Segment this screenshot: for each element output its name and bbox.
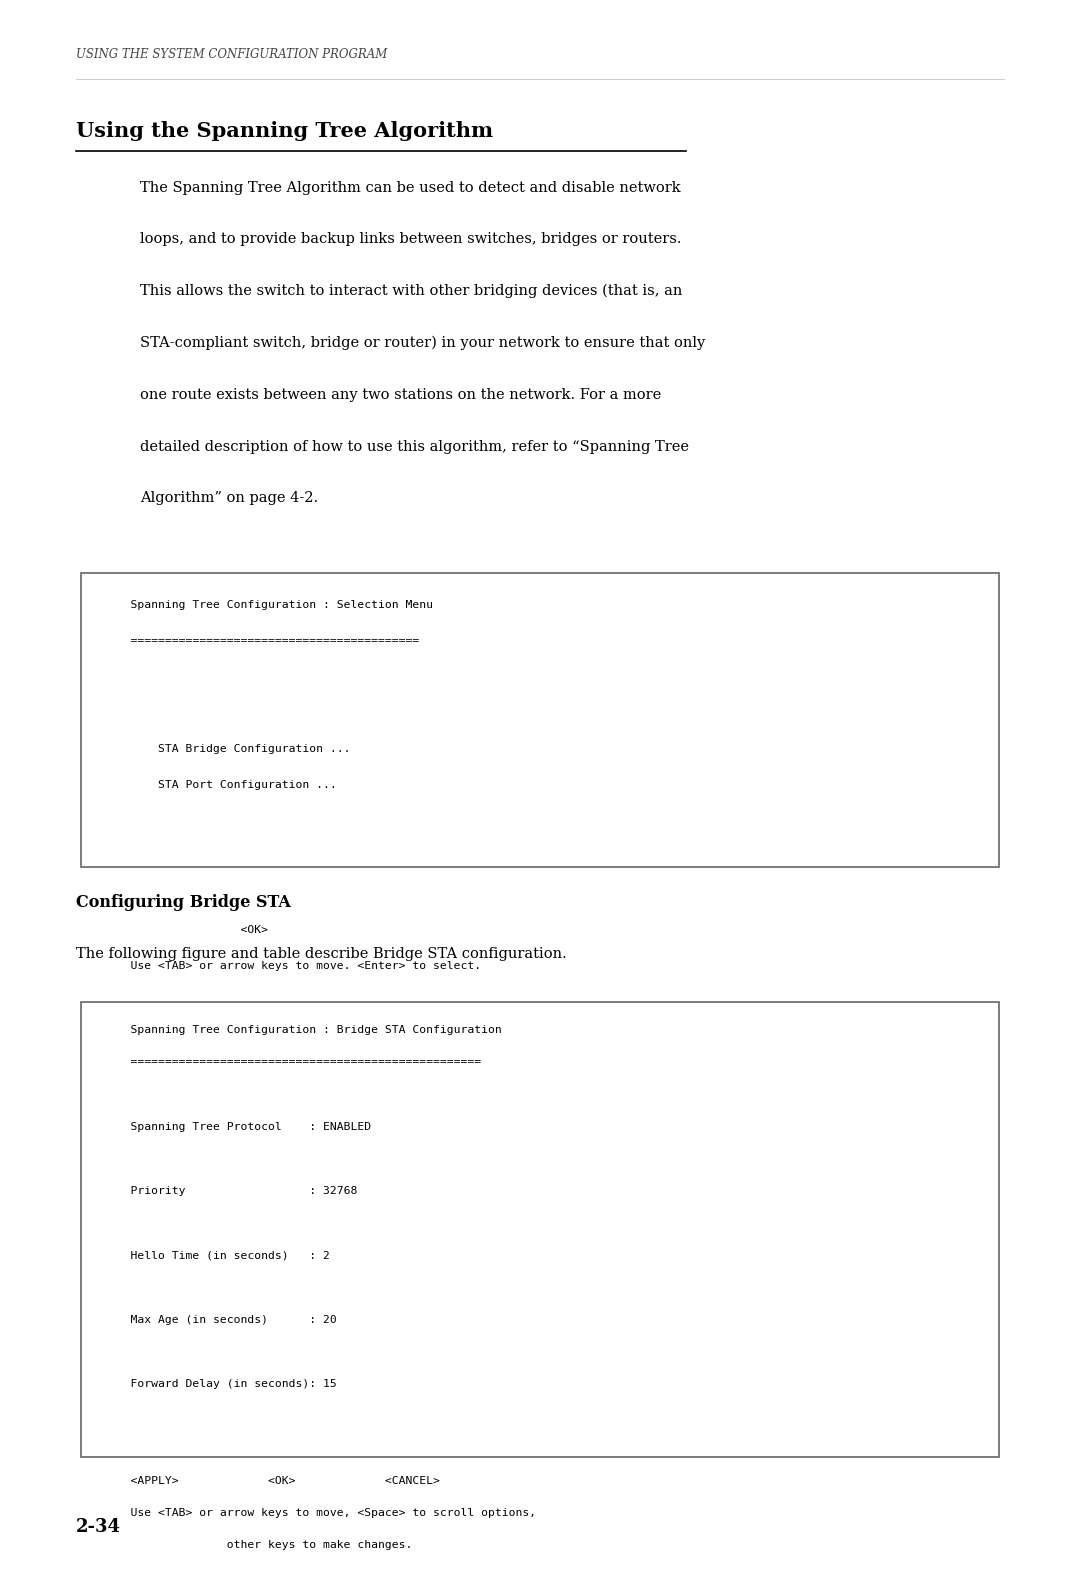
Text: USING THE SYSTEM CONFIGURATION PROGRAM: USING THE SYSTEM CONFIGURATION PROGRAM: [76, 49, 387, 61]
Text: Spanning Tree Protocol    : ENABLED: Spanning Tree Protocol : ENABLED: [103, 1121, 370, 1132]
Text: Priority                  : 32768: Priority : 32768: [103, 1185, 357, 1196]
Text: ==========================================: ========================================…: [103, 636, 419, 645]
Text: <APPLY>             <OK>             <CANCEL>: <APPLY> <OK> <CANCEL>: [103, 1476, 440, 1485]
Text: Hello Time (in seconds)   : 2: Hello Time (in seconds) : 2: [103, 1250, 329, 1261]
Text: STA-compliant switch, bridge or router) in your network to ensure that only: STA-compliant switch, bridge or router) …: [140, 336, 705, 350]
Text: Spanning Tree Configuration : Bridge STA Configuration: Spanning Tree Configuration : Bridge STA…: [103, 1025, 501, 1035]
FancyBboxPatch shape: [81, 1002, 999, 1457]
Text: STA Bridge Configuration ...: STA Bridge Configuration ...: [103, 744, 350, 754]
Text: detailed description of how to use this algorithm, refer to “Spanning Tree: detailed description of how to use this …: [140, 440, 689, 454]
FancyBboxPatch shape: [81, 573, 999, 867]
Text: Max Age (in seconds)      : 20: Max Age (in seconds) : 20: [103, 1314, 336, 1325]
Text: The Spanning Tree Algorithm can be used to detect and disable network: The Spanning Tree Algorithm can be used …: [140, 181, 681, 195]
Text: Using the Spanning Tree Algorithm: Using the Spanning Tree Algorithm: [76, 121, 492, 141]
Text: other keys to make changes.: other keys to make changes.: [103, 1540, 411, 1550]
Text: Algorithm” on page 4-2.: Algorithm” on page 4-2.: [140, 491, 319, 506]
Text: The following figure and table describe Bridge STA configuration.: The following figure and table describe …: [76, 947, 566, 961]
Text: <OK>: <OK>: [103, 925, 268, 934]
Text: Use <TAB> or arrow keys to move. <Enter> to select.: Use <TAB> or arrow keys to move. <Enter>…: [103, 961, 481, 970]
Text: Spanning Tree Configuration : Selection Menu: Spanning Tree Configuration : Selection …: [103, 600, 433, 609]
Text: ===================================================: ========================================…: [103, 1057, 481, 1068]
Text: This allows the switch to interact with other bridging devices (that is, an: This allows the switch to interact with …: [140, 284, 683, 298]
Text: 2-34: 2-34: [76, 1518, 121, 1537]
Text: STA Port Configuration ...: STA Port Configuration ...: [103, 780, 336, 790]
Text: Use <TAB> or arrow keys to move, <Space> to scroll options,: Use <TAB> or arrow keys to move, <Space>…: [103, 1507, 536, 1518]
Text: Forward Delay (in seconds): 15: Forward Delay (in seconds): 15: [103, 1378, 336, 1389]
Text: Configuring Bridge STA: Configuring Bridge STA: [76, 895, 291, 912]
Text: one route exists between any two stations on the network. For a more: one route exists between any two station…: [140, 388, 662, 402]
Text: loops, and to provide backup links between switches, bridges or routers.: loops, and to provide backup links betwe…: [140, 232, 681, 246]
